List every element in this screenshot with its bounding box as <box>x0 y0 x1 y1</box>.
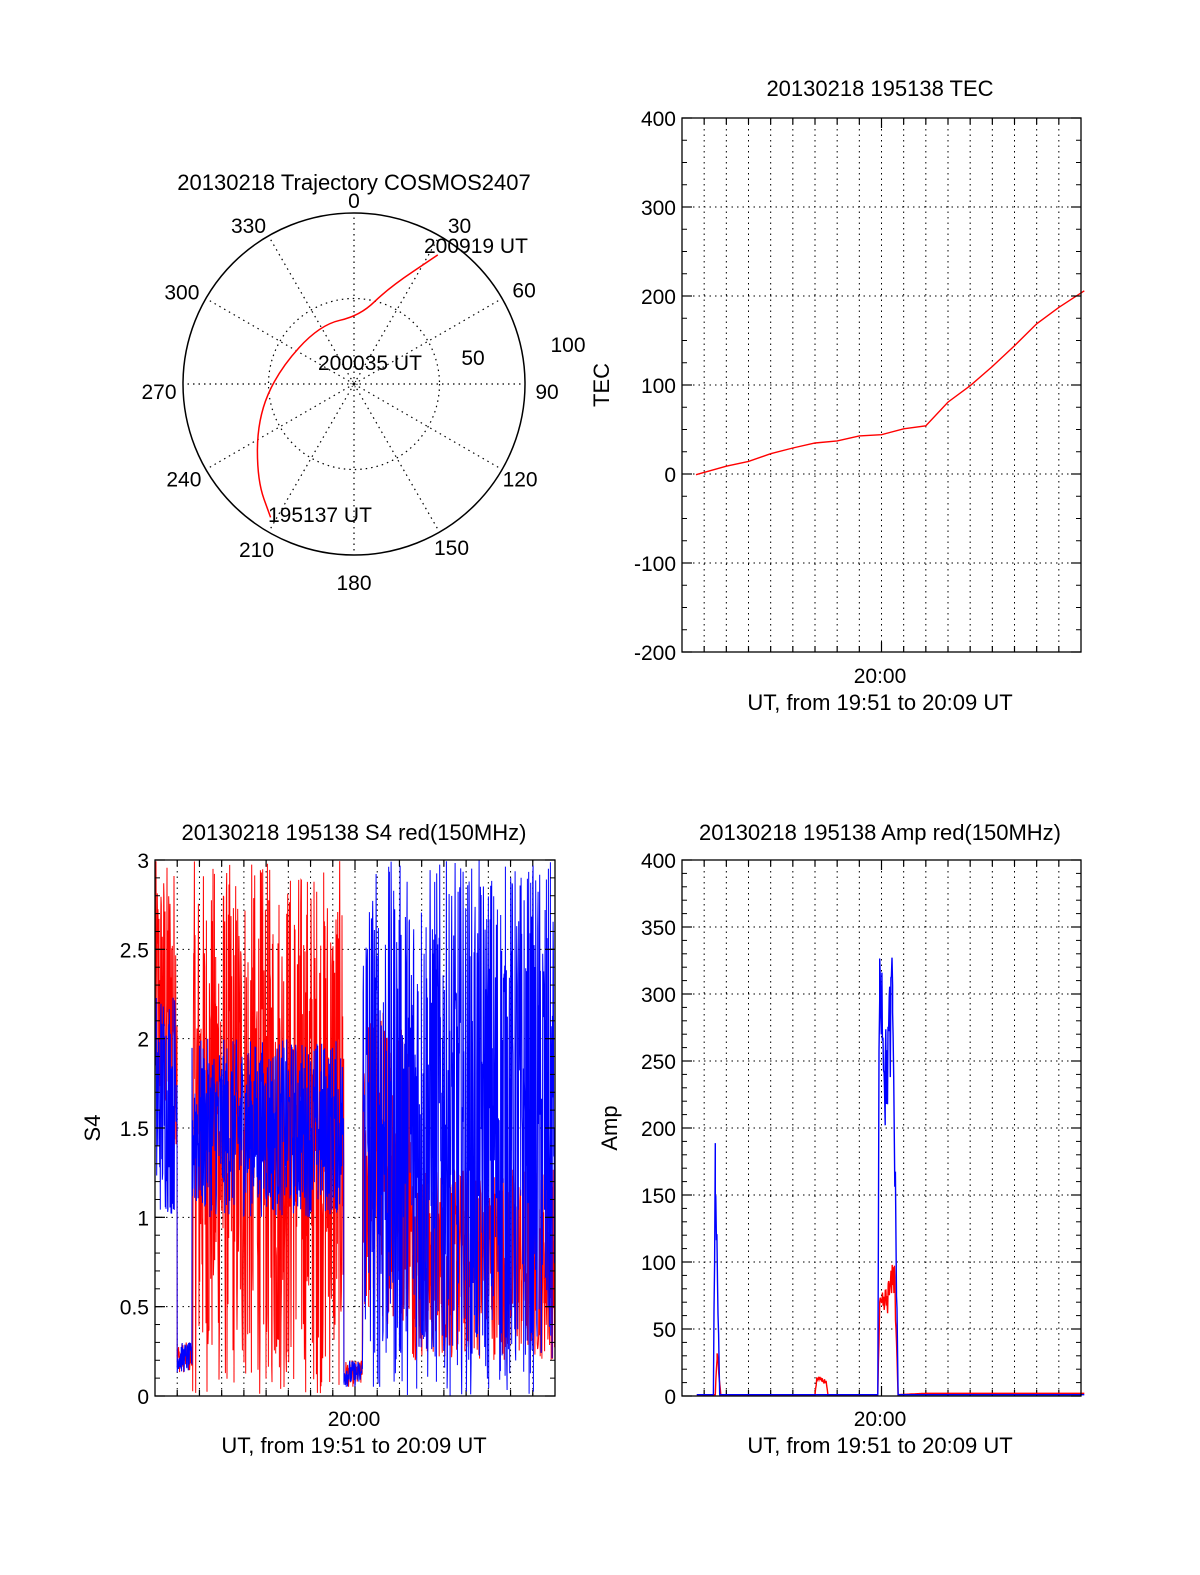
amp-x-tick-label: 20:00 <box>854 1408 907 1431</box>
polar-ring-50 <box>267 297 441 471</box>
polar-spoke-120 <box>353 383 503 471</box>
s4-y-ticks: 0 0.5 1 1.5 2 2.5 3 <box>120 850 555 1409</box>
polar-azimuth-label-0: 0 <box>348 190 360 213</box>
tec-plot-area <box>695 290 1085 476</box>
s4-ytick-label: 0.5 <box>120 1297 149 1320</box>
tec-ytick-label: -100 <box>634 553 676 576</box>
polar-spoke-240 <box>205 383 355 471</box>
polar-azimuth-label-180: 180 <box>336 572 371 595</box>
trajectory-start-label: 195137 UT <box>268 504 372 527</box>
polar-spoke-60 <box>353 297 503 385</box>
tec-ytick-label: 300 <box>641 197 676 220</box>
amp-x-label: UT, from 19:51 to 20:09 UT <box>747 1433 1012 1458</box>
s4-plot-area <box>155 860 555 1396</box>
s4-ytick-label: 3 <box>137 850 149 873</box>
polar-azimuth-label-90: 90 <box>535 381 558 404</box>
s4-ytick-label: 1 <box>137 1207 149 1230</box>
polar-azimuth-label-270: 270 <box>141 381 176 404</box>
polar-azimuth-label-240: 240 <box>166 469 201 492</box>
amp-ytick-label: 0 <box>664 1386 676 1409</box>
polar-spoke-330 <box>267 235 355 385</box>
amp-ytick-label: 250 <box>641 1051 676 1074</box>
amp-title: 20130218 195138 Amp red(150MHz) <box>699 820 1061 845</box>
s4-title: 20130218 195138 S4 red(150MHz) <box>182 820 527 845</box>
polar-azimuth-label-150: 150 <box>434 537 469 560</box>
polar-azimuth-label-30: 30 <box>448 215 471 238</box>
trajectory-title: 20130218 Trajectory COSMOS2407 <box>177 170 530 195</box>
amp-series-red <box>696 1264 1085 1396</box>
amp-y-ticks: 0 50 100 150 200 250 300 350 400 <box>641 850 1081 1409</box>
s4-ytick-label: 2.5 <box>120 939 149 962</box>
amp-grid <box>682 860 1081 1396</box>
amp-y-label: Amp <box>597 1105 622 1150</box>
tec-title: 20130218 195138 TEC <box>766 76 993 101</box>
amp-plot-area <box>696 957 1085 1396</box>
polar-radial-label-100: 100 <box>550 334 585 357</box>
amp-ytick-label: 150 <box>641 1185 676 1208</box>
amp-ytick-label: 100 <box>641 1252 676 1275</box>
tec-ytick-label: 400 <box>641 108 676 131</box>
s4-y-label: S4 <box>80 1115 105 1142</box>
s4-series-blue <box>155 860 555 1396</box>
tec-ytick-label: 200 <box>641 286 676 309</box>
trajectory-chart: 20130218 Trajectory COSMOS2407 0 30 60 90 12… <box>141 170 585 595</box>
tec-y-label: TEC <box>589 363 614 407</box>
trajectory-mid-label: 200035 UT <box>318 352 422 375</box>
polar-azimuth-label-300: 300 <box>164 282 199 305</box>
polar-grid <box>182 212 526 556</box>
tec-chart: 20130218 195138 TEC -200 -100 0 100 200 300 40… <box>589 76 1085 715</box>
tec-ytick-label: -200 <box>634 642 676 665</box>
tec-x-tick-label: 20:00 <box>854 665 907 688</box>
polar-azimuth-label-60: 60 <box>512 280 535 303</box>
amp-series-blue <box>696 957 1085 1396</box>
polar-azimuth-label-210: 210 <box>239 539 274 562</box>
s4-chart: 20130218 195138 S4 red(150MHz) 0 0.5 1 1.5 2… <box>80 820 556 1458</box>
s4-ytick-label: 1.5 <box>120 1118 149 1141</box>
amp-ytick-label: 50 <box>653 1319 676 1342</box>
polar-azimuth-label-330: 330 <box>231 215 266 238</box>
amp-ytick-label: 350 <box>641 917 676 940</box>
polar-radial-label-50: 50 <box>461 347 484 370</box>
polar-spoke-300 <box>205 297 355 385</box>
tec-grid <box>682 118 1081 652</box>
tec-x-label: UT, from 19:51 to 20:09 UT <box>747 690 1012 715</box>
polar-center <box>350 380 358 388</box>
amp-ytick-label: 300 <box>641 984 676 1007</box>
s4-ytick-label: 2 <box>137 1029 149 1052</box>
tec-series-line <box>695 290 1085 476</box>
polar-azimuth-label-120: 120 <box>503 469 538 492</box>
trajectory-end-label: 200919 UT <box>424 235 528 258</box>
polar-spoke-30 <box>353 235 441 385</box>
tec-ytick-label: 100 <box>641 375 676 398</box>
polar-spoke-150 <box>353 383 441 533</box>
amp-ytick-label: 400 <box>641 850 676 873</box>
s4-x-label: UT, from 19:51 to 20:09 UT <box>221 1433 486 1458</box>
trajectory-track <box>256 254 439 518</box>
polar-spoke-210 <box>267 383 355 533</box>
tec-y-ticks: -200 -100 0 100 200 300 400 <box>634 108 1081 665</box>
amp-chart: 20130218 195138 Amp red(150MHz) 0 50 100 15… <box>597 820 1085 1458</box>
polar-azimuth-labels: 0 30 60 90 120 150 180 210 240 270 300 330 <box>141 190 558 595</box>
amp-ytick-label: 200 <box>641 1118 676 1141</box>
tec-ytick-label: 0 <box>664 464 676 487</box>
s4-x-tick-label: 20:00 <box>328 1408 381 1431</box>
s4-ytick-label: 0 <box>137 1386 149 1409</box>
